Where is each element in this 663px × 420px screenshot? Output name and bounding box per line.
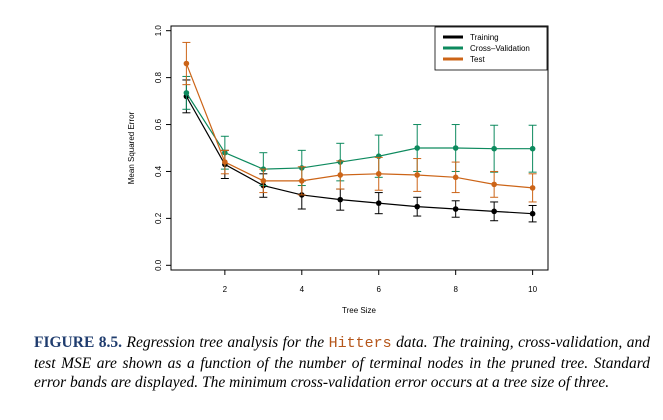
y-tick-label: 0.2 bbox=[154, 212, 163, 224]
y-tick-label: 0.4 bbox=[154, 165, 163, 177]
caption-code: Hitters bbox=[328, 335, 392, 352]
legend: Training Cross–Validation Test bbox=[434, 26, 548, 71]
figure-caption: FIGURE 8.5. Regression tree analysis for… bbox=[34, 333, 650, 393]
training-line bbox=[185, 96, 533, 215]
x-tick-label: 4 bbox=[300, 285, 305, 294]
x-tick-label: 2 bbox=[223, 285, 228, 294]
x-axis-label: Tree Size bbox=[342, 306, 376, 315]
test-point bbox=[298, 178, 305, 184]
test-point bbox=[491, 181, 497, 188]
test-point bbox=[183, 60, 190, 67]
legend-label-cross-validation: Cross–Validation bbox=[470, 44, 530, 53]
x-tick-label: 10 bbox=[528, 285, 537, 294]
series-test bbox=[182, 41, 537, 203]
caption-text-before: Regression tree analysis for the bbox=[122, 334, 329, 351]
x-axis: 2 4 6 8 10 bbox=[223, 270, 538, 294]
y-tick-label: 0.6 bbox=[154, 118, 163, 130]
test-point bbox=[529, 185, 536, 191]
training-point bbox=[375, 200, 382, 206]
training-point bbox=[491, 208, 497, 215]
training-point bbox=[337, 196, 344, 203]
plot-frame bbox=[170, 25, 549, 271]
training-point bbox=[414, 203, 421, 210]
figure: 0.0 0.2 0.4 0.6 0.8 1.0 2 4 6 8 10 Tree Size Mean… bbox=[127, 25, 549, 315]
y-tick-label: 1.0 bbox=[154, 25, 163, 37]
y-axis-label: Mean Squared Error bbox=[127, 111, 136, 184]
y-axis: 0.0 0.2 0.4 0.6 0.8 1.0 bbox=[154, 25, 171, 271]
cross-validation-point bbox=[491, 145, 497, 152]
test-point bbox=[375, 171, 382, 177]
test-point bbox=[414, 172, 421, 178]
test-point bbox=[337, 172, 344, 178]
test-point bbox=[222, 159, 228, 165]
series-cross-validation bbox=[182, 75, 537, 187]
cross-validation-line bbox=[185, 92, 533, 170]
x-tick-label: 6 bbox=[377, 285, 382, 294]
test-line bbox=[185, 63, 533, 189]
chart: 0.0 0.2 0.4 0.6 0.8 1.0 2 4 6 8 10 Tree Size Mean… bbox=[127, 25, 549, 315]
training-point bbox=[529, 210, 536, 217]
caption-label: FIGURE 8.5. bbox=[34, 334, 123, 351]
cross-validation-point bbox=[183, 90, 190, 96]
series-training bbox=[182, 79, 537, 223]
test-point bbox=[452, 174, 459, 181]
x-tick-label: 8 bbox=[453, 285, 458, 294]
test-point bbox=[260, 178, 267, 184]
legend-label-test: Test bbox=[470, 55, 485, 64]
cross-validation-point bbox=[414, 145, 421, 151]
legend-label-training: Training bbox=[470, 33, 499, 42]
y-tick-label: 0.8 bbox=[154, 72, 163, 84]
series-layer bbox=[182, 41, 537, 223]
training-point bbox=[452, 206, 459, 212]
cross-validation-point bbox=[529, 145, 536, 152]
y-tick-label: 0.0 bbox=[154, 259, 163, 271]
caption-text-after: data. The training, cross-validation, an… bbox=[34, 334, 650, 391]
cross-validation-point bbox=[452, 145, 459, 151]
